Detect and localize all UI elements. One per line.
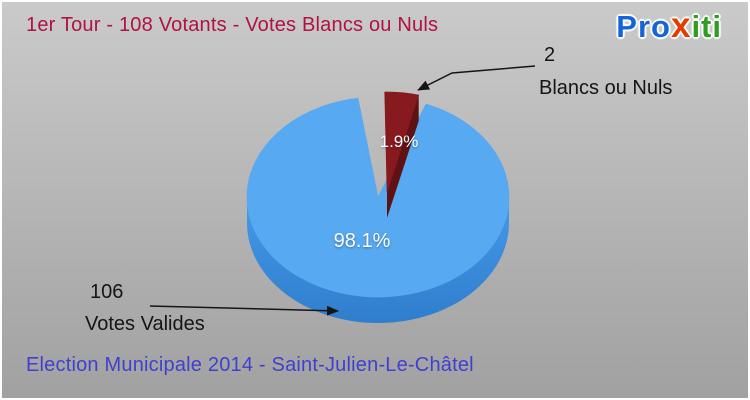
callout-blancs: 2 Blancs ou Nuls <box>539 44 672 100</box>
proxiti-logo: Proxiti <box>616 6 722 46</box>
page-title: 1er Tour - 108 Votants - Votes Blancs ou… <box>26 14 439 36</box>
logo-text-x: x <box>670 6 692 45</box>
pct-label-blancs: 1.9% <box>379 132 419 151</box>
valides-callout-arrow <box>149 305 339 316</box>
election-caption: Election Municipale 2014 - Saint-Julien-… <box>26 354 474 376</box>
blancs-label: Blancs ou Nuls <box>539 77 673 99</box>
pie-slice-valides <box>246 97 510 298</box>
pie-slice-blancs-side <box>387 95 419 218</box>
blancs-count: 2 <box>544 44 556 66</box>
valides-label: Votes Valides <box>85 313 205 335</box>
callout-valides: 106 Votes Valides <box>85 281 205 336</box>
logo-text-iti: iti <box>691 9 722 44</box>
pie-slice-valides-side <box>247 197 509 323</box>
blancs-callout-arrow <box>417 65 536 91</box>
valides-count: 106 <box>90 281 124 303</box>
pct-label-valides: 98.1% <box>333 230 391 252</box>
logo-text-pro: Pro <box>616 9 671 44</box>
pie-slice-blancs <box>384 91 420 193</box>
